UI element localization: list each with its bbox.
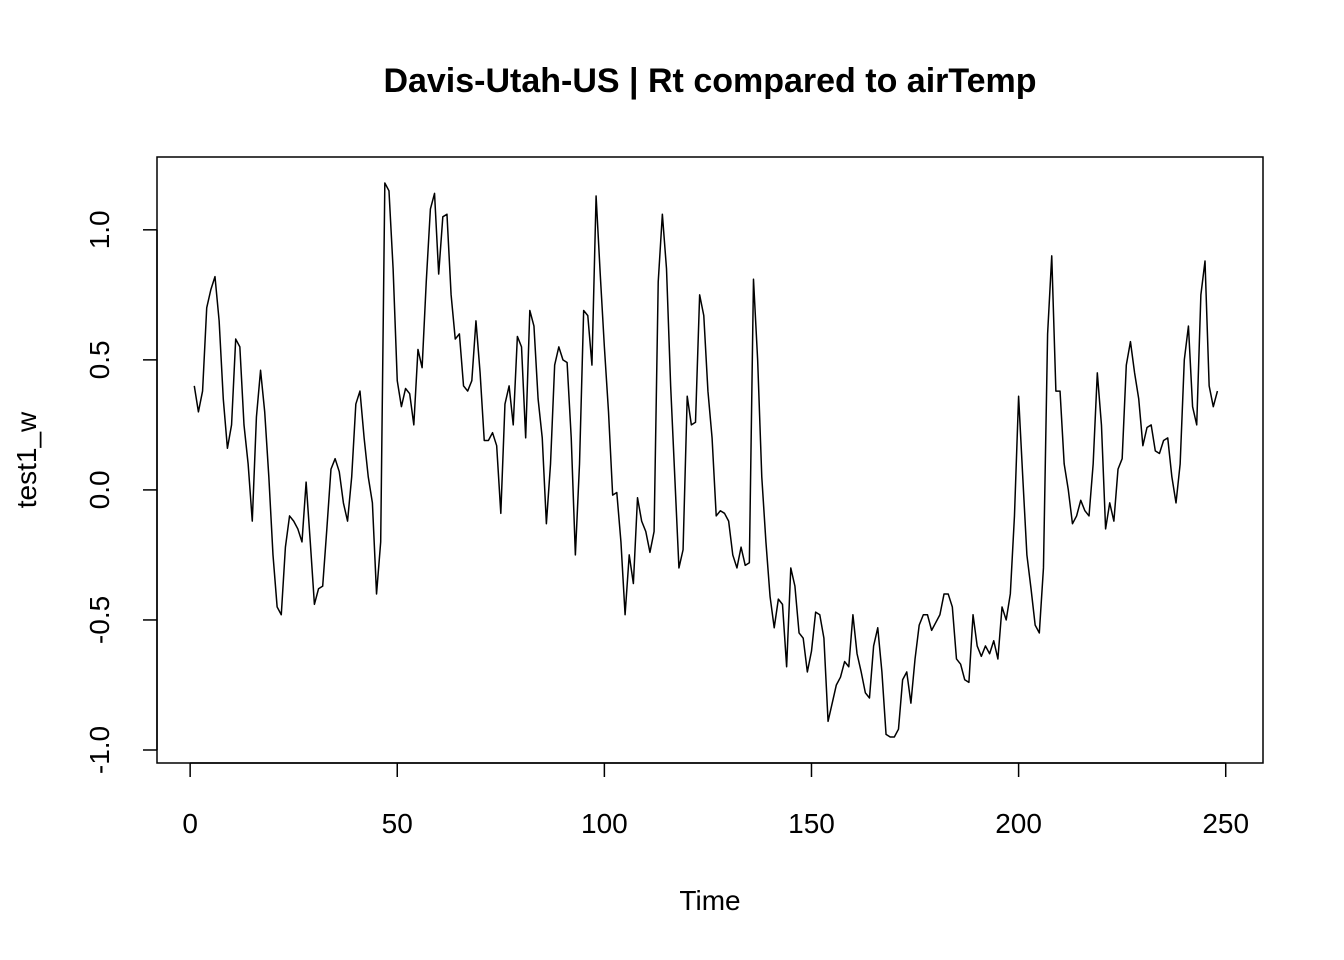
x-tick-label: 100 xyxy=(581,808,628,839)
x-axis: 0 50 100 150 200 250 xyxy=(182,762,1249,839)
x-tick-label: 50 xyxy=(382,808,413,839)
x-tick-label: 200 xyxy=(995,808,1042,839)
plot-frame xyxy=(156,156,1264,764)
y-tick-label: -1.0 xyxy=(84,726,115,774)
y-axis: -1.0 -0.5 0.0 0.5 1.0 xyxy=(84,210,158,774)
y-axis-label: test1_w xyxy=(11,411,42,508)
x-tick-label: 150 xyxy=(788,808,835,839)
y-tick-label: 1.0 xyxy=(84,210,115,249)
x-tick-label: 0 xyxy=(182,808,198,839)
series-line-test1-w xyxy=(193,182,1219,738)
y-tick-label: 0.5 xyxy=(84,340,115,379)
x-axis-label: Time xyxy=(679,885,740,916)
x-tick-label: 250 xyxy=(1202,808,1249,839)
chart-title: Davis-Utah-US | Rt compared to airTemp xyxy=(383,62,1036,100)
y-tick-label: 0.0 xyxy=(84,470,115,509)
y-tick-label: -0.5 xyxy=(84,596,115,644)
